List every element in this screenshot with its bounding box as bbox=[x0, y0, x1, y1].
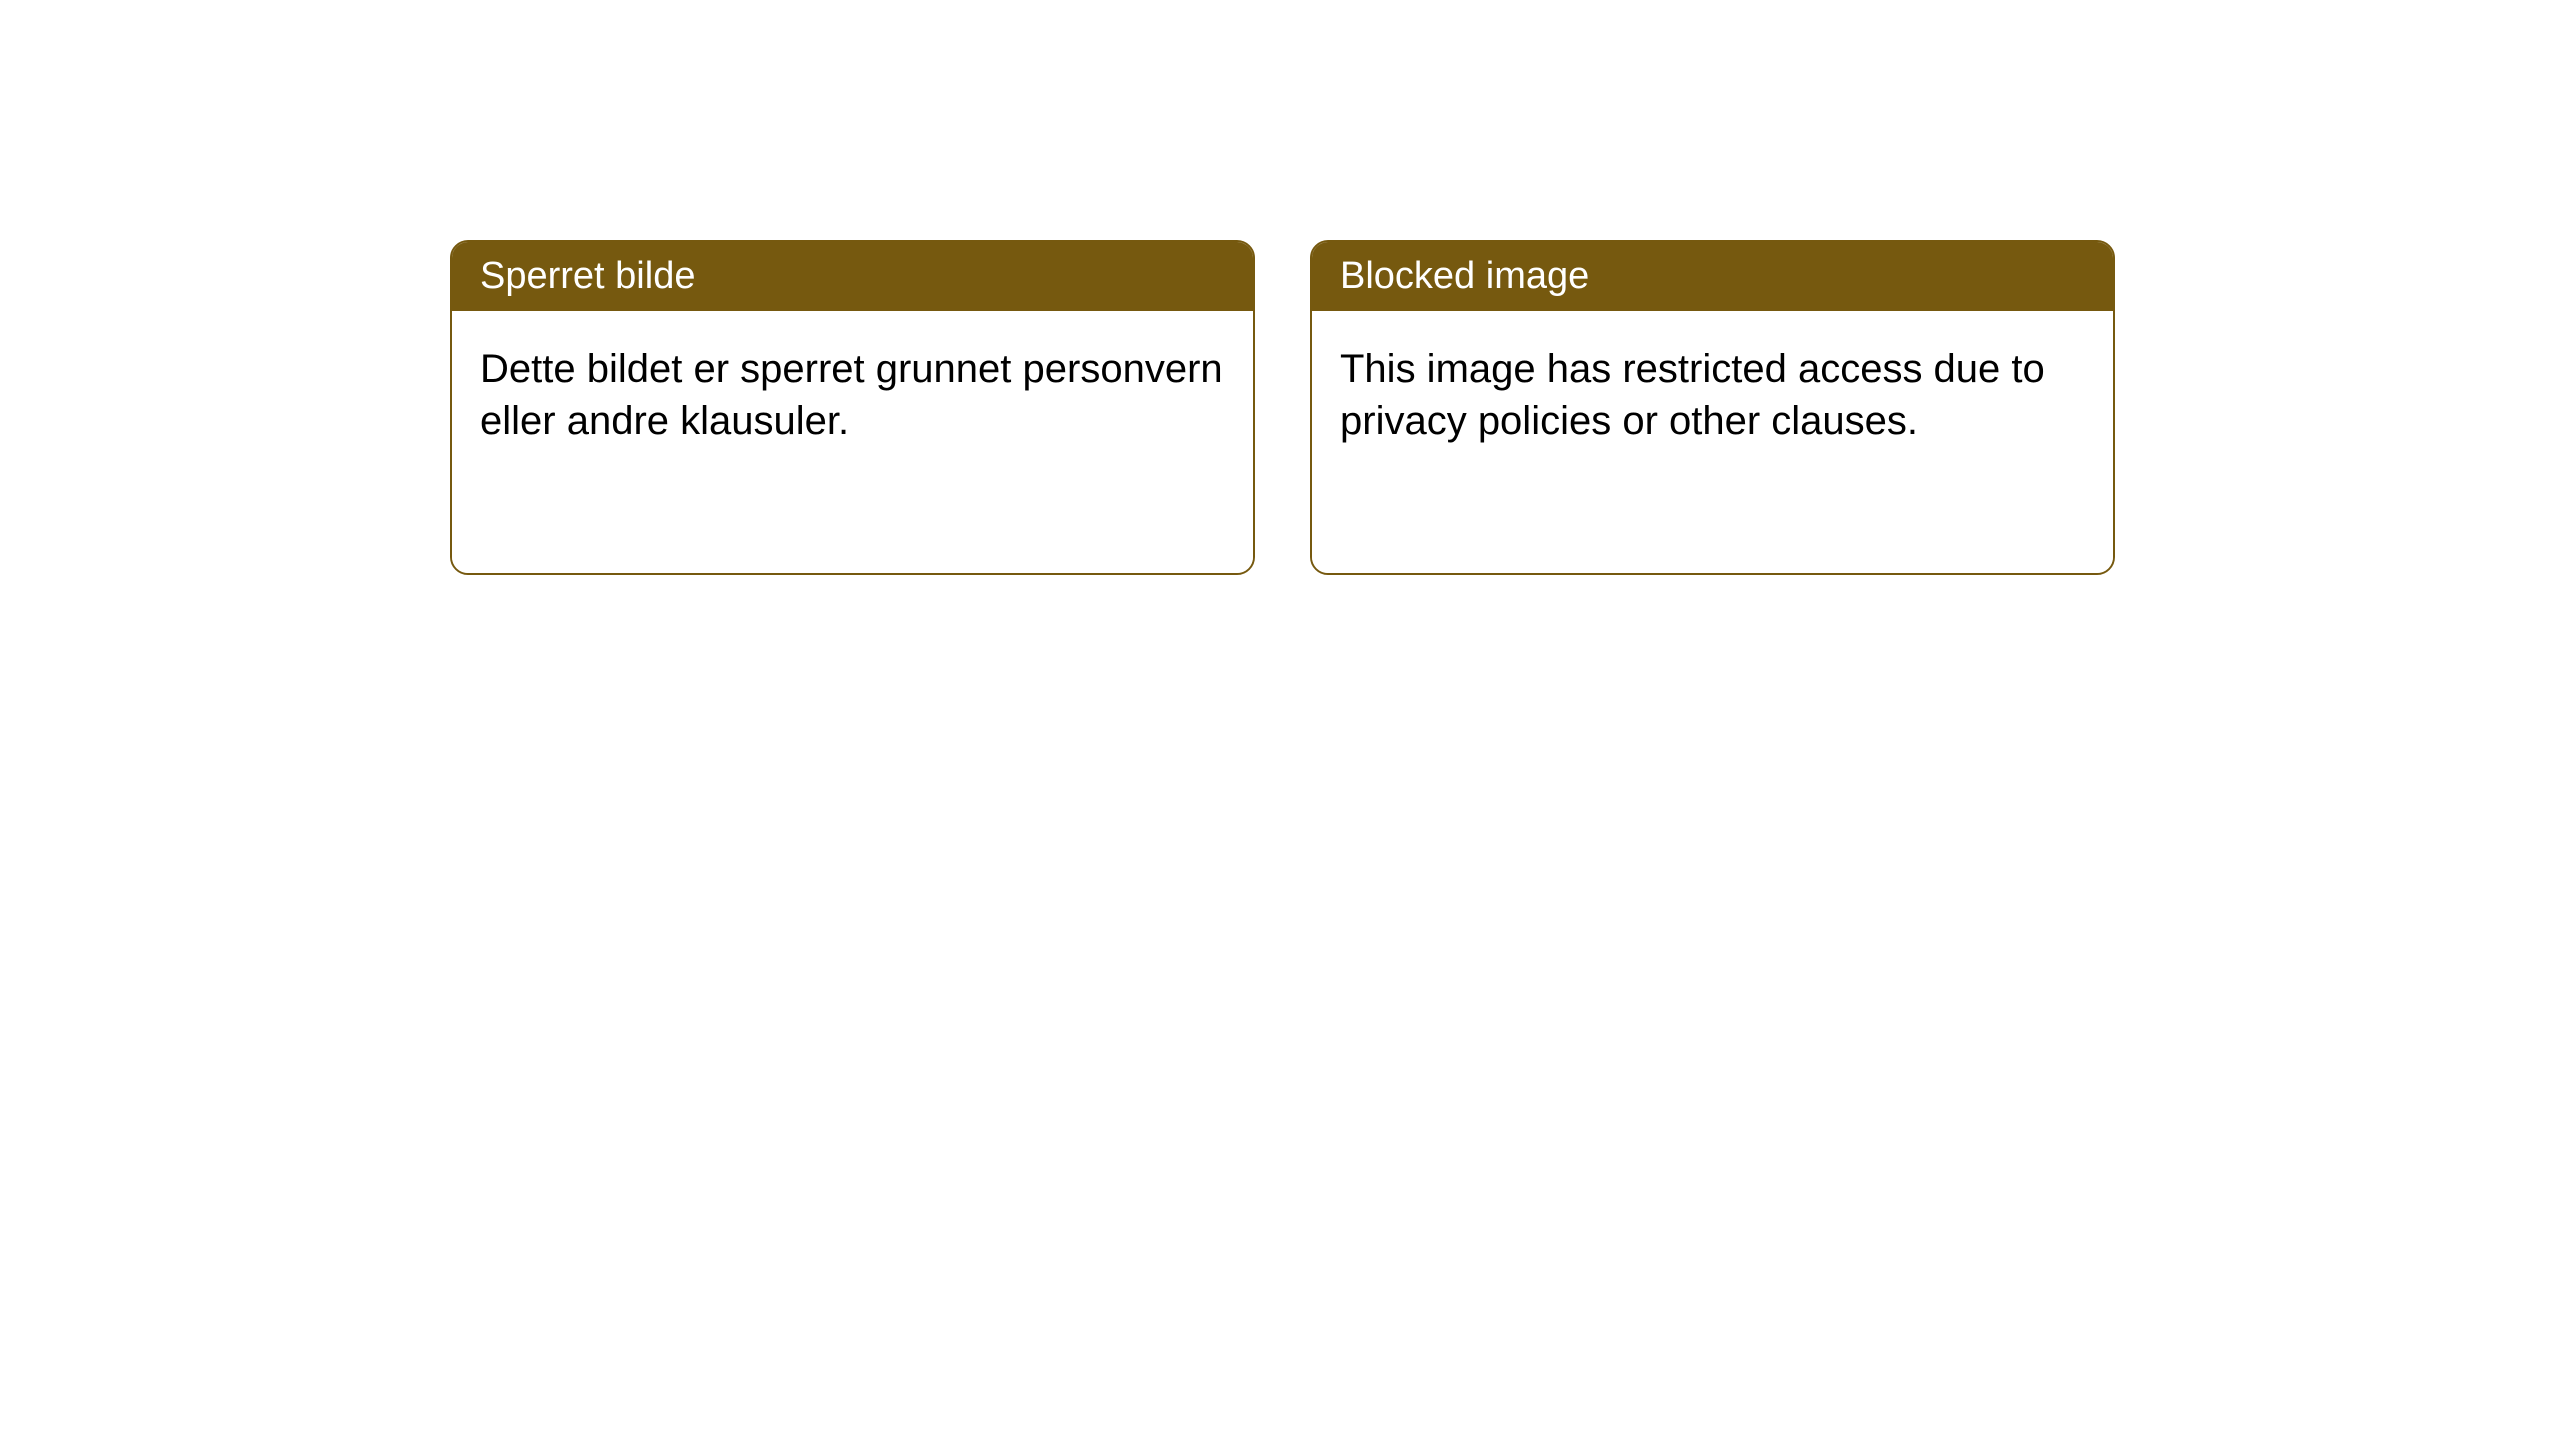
notice-card-norwegian: Sperret bilde Dette bildet er sperret gr… bbox=[450, 240, 1255, 575]
notice-body: This image has restricted access due to … bbox=[1312, 311, 2113, 573]
notice-body: Dette bildet er sperret grunnet personve… bbox=[452, 311, 1253, 573]
notice-container: Sperret bilde Dette bildet er sperret gr… bbox=[0, 0, 2560, 575]
notice-header: Blocked image bbox=[1312, 242, 2113, 311]
notice-header: Sperret bilde bbox=[452, 242, 1253, 311]
notice-card-english: Blocked image This image has restricted … bbox=[1310, 240, 2115, 575]
